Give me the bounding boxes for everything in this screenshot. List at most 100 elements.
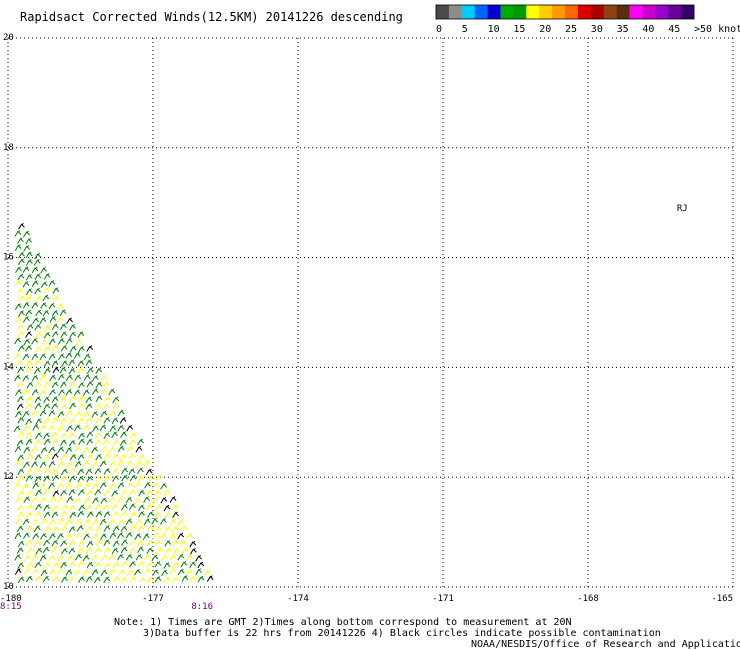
- wind-barb: [31, 280, 39, 287]
- wind-barb: [39, 373, 47, 381]
- wind-barb: [60, 381, 67, 388]
- wind-barb: [56, 482, 64, 490]
- wind-barb: [69, 511, 77, 519]
- wind-barb: [152, 569, 159, 576]
- colorbar-label: 20: [539, 24, 551, 35]
- wind-barb: [51, 452, 59, 460]
- wind-barb: [52, 490, 60, 497]
- wind-barb: [26, 503, 34, 511]
- wind-barb: [16, 381, 24, 388]
- wind-barb: [171, 526, 179, 533]
- wind-barb: [23, 461, 30, 469]
- wind-barb: [17, 576, 25, 584]
- wind-barb: [31, 374, 39, 382]
- wind-barb: [94, 525, 102, 533]
- wind-barb: [25, 511, 33, 519]
- wind-barb: [112, 540, 120, 547]
- wind-barb: [18, 222, 25, 230]
- wind-barb: [14, 460, 22, 467]
- wind-barb: [14, 532, 22, 539]
- wind-barb: [94, 439, 102, 447]
- wind-barb: [60, 417, 67, 425]
- colorbar-swatch: [616, 5, 630, 19]
- wind-barb: [52, 295, 59, 303]
- wind-barb: [103, 475, 111, 482]
- wind-barb: [14, 496, 22, 504]
- wind-barb: [22, 518, 30, 526]
- wind-barb: [85, 526, 93, 533]
- wind-barb: [102, 438, 110, 446]
- wind-barb: [68, 381, 76, 388]
- wind-barb: [154, 525, 162, 533]
- wind-barb: [172, 539, 179, 546]
- wind-barb: [66, 461, 73, 468]
- y-tick-label: 18: [3, 143, 14, 153]
- wind-barb: [52, 504, 59, 512]
- wind-barb: [43, 488, 50, 496]
- x-tick-label: -171: [432, 594, 454, 604]
- wind-barb: [16, 547, 24, 554]
- wind-barb: [77, 382, 85, 389]
- wind-barb: [117, 445, 125, 453]
- wind-barb: [154, 503, 162, 511]
- wind-barb: [48, 302, 56, 310]
- wind-barb: [146, 539, 154, 546]
- grid: [7, 37, 734, 588]
- wind-barb: [15, 410, 22, 418]
- wind-barb: [25, 273, 33, 281]
- wind-barb: [91, 482, 99, 490]
- wind-barb: [23, 230, 30, 238]
- wind-barb: [154, 560, 162, 568]
- wind-barb: [128, 547, 136, 554]
- wind-barb: [74, 518, 82, 526]
- wind-barb: [83, 497, 91, 505]
- wind-barb: [146, 547, 154, 555]
- wind-barb: [31, 461, 38, 468]
- wind-barb: [108, 388, 116, 396]
- wind-barb: [95, 395, 103, 402]
- wind-barb: [94, 488, 102, 496]
- wind-barb: [26, 547, 34, 554]
- wind-barb: [57, 373, 65, 381]
- wind-barb: [95, 417, 102, 424]
- wind-barb: [17, 490, 25, 497]
- wind-barb: [112, 525, 120, 533]
- wind-barb: [57, 461, 65, 468]
- wind-barb: [103, 417, 111, 424]
- wind-barb: [82, 411, 90, 418]
- wind-barb: [40, 338, 48, 346]
- wind-barb: [206, 575, 214, 582]
- wind-barb: [68, 504, 76, 512]
- wind-barb: [100, 410, 108, 418]
- wind-barb: [134, 497, 142, 505]
- wind-barb: [77, 331, 85, 338]
- colorbar-swatch: [655, 5, 669, 19]
- wind-barb: [60, 453, 68, 461]
- wind-barb: [17, 416, 25, 424]
- wind-barb: [82, 389, 90, 396]
- wind-barb: [33, 367, 41, 375]
- wind-barb: [15, 266, 22, 274]
- wind-barb: [51, 310, 59, 317]
- wind-barb: [69, 331, 76, 339]
- wind-barb: [129, 524, 137, 532]
- wind-barb: [14, 230, 22, 237]
- wind-barb: [103, 432, 111, 440]
- wind-barb: [22, 532, 30, 540]
- colorbar: 0 5 10 15 20 25 30 35 40 45 >50 knots: [435, 4, 740, 35]
- wind-barb: [52, 562, 60, 569]
- wind-barb: [172, 511, 179, 519]
- wind-barb: [189, 540, 197, 548]
- wind-barb: [117, 409, 125, 417]
- wind-barb: [102, 403, 110, 411]
- wind-barb: [137, 539, 144, 547]
- wind-barb: [40, 302, 48, 309]
- wind-barb: [22, 316, 30, 323]
- wind-barb: [48, 460, 56, 468]
- wind-barb: [59, 309, 67, 316]
- colorbar-label: 40: [642, 24, 654, 35]
- wind-barb: [65, 389, 73, 396]
- wind-barb: [68, 418, 76, 425]
- colorbar-label: 35: [617, 24, 629, 35]
- wind-barb: [25, 237, 33, 245]
